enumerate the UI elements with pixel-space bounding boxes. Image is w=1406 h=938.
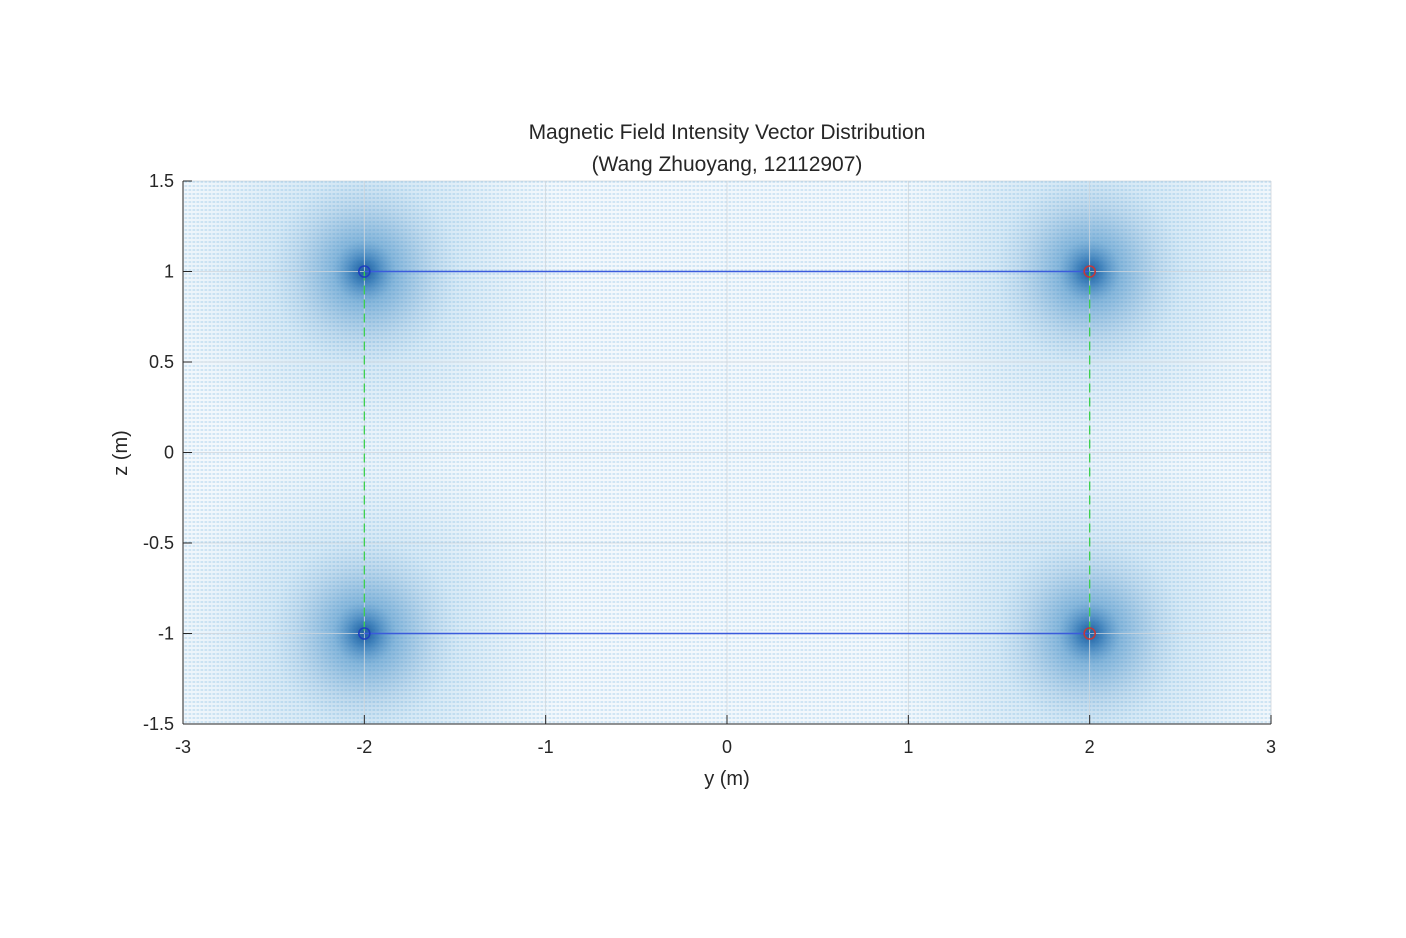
field-intensity-layer <box>183 181 1271 724</box>
y-tick-label-4: 0.5 <box>149 352 174 372</box>
x-tick-label-6: 3 <box>1266 737 1276 757</box>
x-tick-label-3: 0 <box>722 737 732 757</box>
y-axis-label: z (m) <box>110 430 132 476</box>
x-tick-label-2: -1 <box>538 737 554 757</box>
y-tick-label-2: -0.5 <box>143 533 174 553</box>
conductor-marker-1 <box>358 627 371 640</box>
chart-title: Magnetic Field Intensity Vector Distribu… <box>529 121 926 144</box>
x-tick-label-1: -2 <box>356 737 372 757</box>
x-tick-label-4: 1 <box>903 737 913 757</box>
y-tick-label-1: -1 <box>158 624 174 644</box>
conductor-marker-3 <box>1083 627 1096 640</box>
x-tick-label-5: 2 <box>1085 737 1095 757</box>
y-tick-label-5: 1 <box>164 262 174 282</box>
conductor-lines <box>363 270 1091 635</box>
plot-area <box>182 180 1272 725</box>
axes <box>182 180 1272 725</box>
y-tick-label-0: -1.5 <box>143 714 174 734</box>
conductor-marker-0 <box>358 265 371 278</box>
y-tick-labels: -1.5 -1 -0.5 0 0.5 1 1.5 <box>143 171 174 734</box>
y-tick-label-6: 1.5 <box>149 171 174 191</box>
x-tick-labels: -3 -2 -1 0 1 2 3 <box>175 737 1276 757</box>
chart-subtitle: (Wang Zhuoyang, 12112907) <box>592 153 863 176</box>
conductor-marker-2 <box>1083 265 1096 278</box>
conductor-markers <box>358 265 1096 640</box>
y-tick-label-3: 0 <box>164 443 174 463</box>
x-tick-label-0: -3 <box>175 737 191 757</box>
x-axis-label: y (m) <box>704 768 750 790</box>
